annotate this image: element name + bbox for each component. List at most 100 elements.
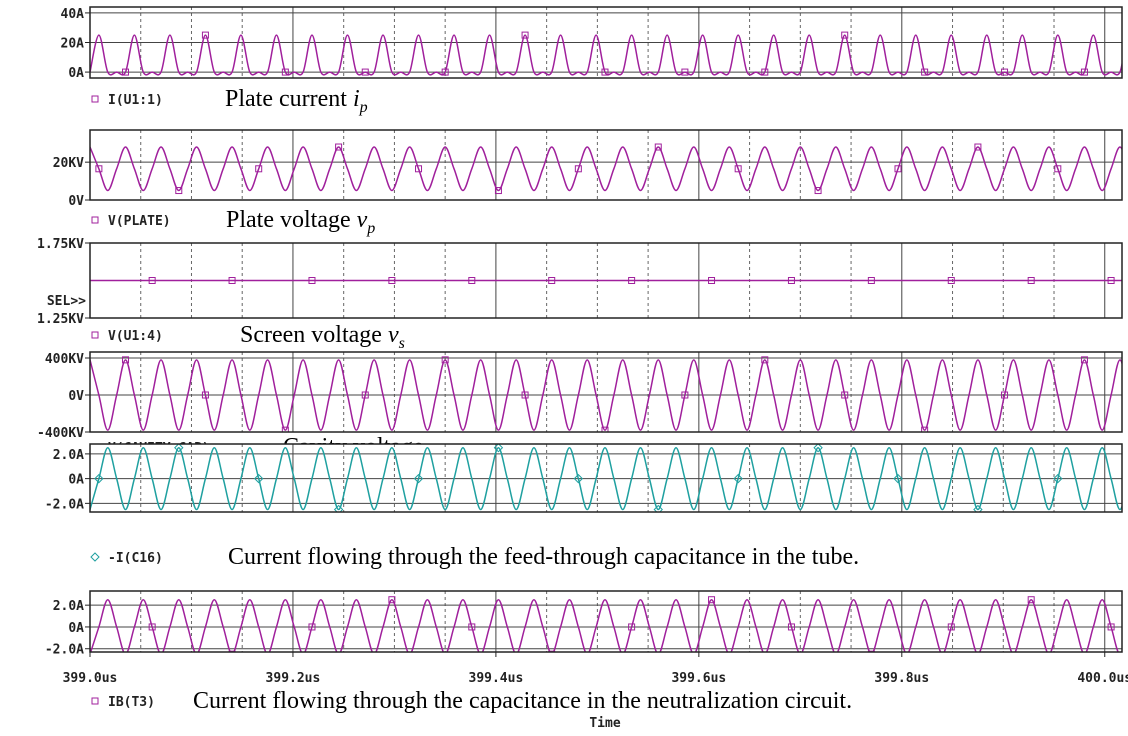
- series-group: [90, 31, 1122, 76]
- series-marker: [201, 31, 209, 39]
- series-marker: [308, 277, 316, 284]
- series-group: [90, 143, 1122, 195]
- plot-frame: [89, 6, 1123, 79]
- series-group: [90, 356, 1122, 432]
- series-marker: [947, 277, 955, 284]
- x-tick-label: 399.4us: [469, 671, 524, 686]
- y-tick-label: 0A: [68, 66, 84, 81]
- series-marker: [548, 650, 556, 652]
- series-marker: [1053, 473, 1063, 484]
- series-marker: [1027, 277, 1035, 284]
- y-tick-label: -2.0A: [45, 497, 84, 512]
- series-marker: [548, 277, 556, 284]
- y-tick-label: 0A: [68, 473, 84, 488]
- series-marker: [681, 68, 689, 76]
- annotation-subscript: p: [366, 220, 375, 237]
- series-marker: [974, 143, 982, 151]
- plot-frame: [89, 590, 1123, 653]
- series-marker: [867, 277, 875, 284]
- plot-frame: [89, 129, 1123, 201]
- panel: 2.0A 0A -2.0A IB(T3) Current flowing through…: [45, 590, 1123, 714]
- legend-marker: [91, 216, 99, 224]
- annotation-variable: v: [388, 322, 399, 348]
- series-marker: [653, 504, 663, 512]
- series-marker: [174, 444, 184, 453]
- y-tick-label: 400KV: [45, 352, 84, 367]
- y-tick-label: 2.0A: [53, 599, 84, 614]
- series-marker: [1107, 277, 1115, 284]
- series-marker: [841, 391, 849, 399]
- annotation-text: Current flowing through the feed-through…: [228, 544, 859, 570]
- series-marker: [761, 68, 769, 76]
- x-tick-label: 399.0us: [63, 671, 118, 686]
- series-marker: [468, 277, 476, 284]
- series-marker: [761, 356, 769, 364]
- annotation-subscript: s: [399, 335, 405, 352]
- series-marker: [335, 143, 343, 151]
- series-marker: [122, 68, 130, 76]
- series-marker: [813, 444, 823, 453]
- legend-marker: [90, 552, 100, 562]
- annotation: Plate current ip: [225, 86, 368, 116]
- series-line: [90, 146, 1122, 192]
- series-marker: [1027, 596, 1035, 604]
- series-marker: [1001, 391, 1009, 399]
- annotation-text: Current flowing through the capacitance …: [193, 688, 852, 714]
- series-marker: [201, 391, 209, 399]
- series-marker: [867, 650, 875, 652]
- annotation-text: Screen voltage: [240, 322, 388, 348]
- series-group: [90, 444, 1122, 512]
- series-marker: [521, 391, 529, 399]
- series-marker: [973, 504, 983, 512]
- plot-frame: [89, 242, 1123, 319]
- y-tick-label: 2.0A: [53, 448, 84, 463]
- series-marker: [708, 596, 716, 604]
- series-marker: [413, 473, 424, 484]
- annotation-variable: i: [353, 86, 360, 112]
- series-marker: [787, 277, 795, 284]
- series-line: [90, 34, 1122, 76]
- x-axis-label: Time: [589, 716, 620, 731]
- y-tick-label: 1.25KV: [37, 312, 84, 327]
- y-tick-label: 1.75KV: [37, 237, 84, 252]
- annotation: Current flowing through the feed-through…: [228, 544, 859, 570]
- series-group: [90, 277, 1122, 284]
- series-marker: [1107, 623, 1115, 631]
- series-marker: [468, 623, 476, 631]
- y-tick-label: 0A: [68, 621, 84, 636]
- series-marker: [281, 68, 289, 76]
- legend-label: V(PLATE): [108, 214, 171, 229]
- y-tick-label: -400KV: [37, 426, 84, 441]
- series-line: [90, 359, 1122, 431]
- y-tick-label: 0V: [68, 389, 84, 404]
- series-marker: [601, 68, 609, 76]
- y-tick-label: 0V: [68, 194, 84, 209]
- x-tick-label: 399.2us: [266, 671, 321, 686]
- series-marker: [601, 426, 609, 432]
- series-marker: [148, 623, 156, 631]
- series-marker: [228, 650, 236, 652]
- series-group: [90, 596, 1122, 652]
- series-marker: [308, 623, 316, 631]
- series-marker: [1080, 68, 1088, 76]
- legend-label: I(U1:1): [108, 93, 163, 108]
- series-marker: [708, 277, 716, 284]
- series-marker: [787, 623, 795, 631]
- annotation-variable: v: [357, 207, 368, 233]
- series-marker: [388, 596, 396, 604]
- legend-marker: [91, 95, 99, 103]
- series-marker: [94, 473, 104, 484]
- plot-area: [90, 352, 1122, 432]
- annotation-subscript: p: [359, 99, 368, 116]
- y-tick-label: -2.0A: [45, 643, 84, 658]
- series-marker: [361, 391, 369, 399]
- series-marker: [628, 623, 636, 631]
- series-marker: [733, 473, 743, 484]
- series-marker: [255, 165, 263, 173]
- series-marker: [95, 165, 103, 173]
- selected-label: SEL>>: [47, 294, 86, 309]
- legend-marker: [91, 697, 99, 705]
- series-marker: [1001, 68, 1009, 76]
